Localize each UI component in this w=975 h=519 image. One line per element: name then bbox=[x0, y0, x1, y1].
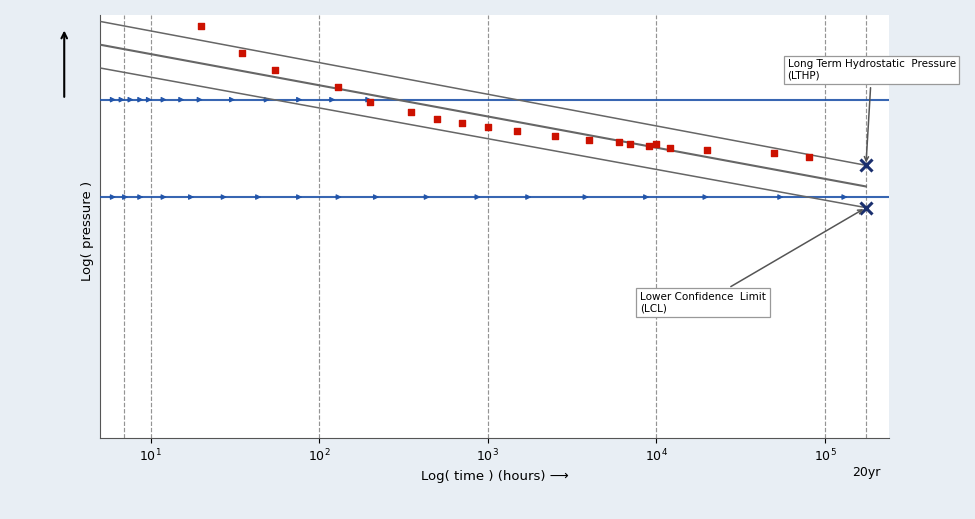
Point bbox=[581, 136, 597, 144]
Point bbox=[611, 138, 627, 146]
Point bbox=[622, 140, 638, 148]
Point bbox=[510, 127, 526, 135]
Y-axis label: Log( pressure )  : Log( pressure ) bbox=[81, 172, 95, 281]
Point bbox=[662, 144, 678, 153]
Text: Long Term Hydrostatic  Pressure
(LTHP): Long Term Hydrostatic Pressure (LTHP) bbox=[788, 59, 956, 161]
Point bbox=[453, 119, 469, 127]
Point bbox=[641, 142, 656, 151]
Text: 20yr: 20yr bbox=[852, 466, 880, 479]
Point bbox=[648, 140, 664, 148]
Point bbox=[480, 123, 495, 131]
Point bbox=[331, 83, 346, 91]
Point bbox=[362, 98, 377, 106]
Point bbox=[547, 131, 563, 140]
Point bbox=[403, 108, 418, 117]
Point bbox=[267, 66, 283, 74]
Point bbox=[234, 49, 250, 57]
Point bbox=[429, 115, 445, 123]
Text: Lower Confidence  Limit
(LCL): Lower Confidence Limit (LCL) bbox=[640, 210, 862, 313]
Point bbox=[800, 153, 816, 161]
Point bbox=[766, 148, 782, 157]
X-axis label: Log( time ) (hours) ⟶: Log( time ) (hours) ⟶ bbox=[420, 470, 568, 483]
Point bbox=[193, 21, 209, 30]
Point bbox=[699, 146, 715, 155]
